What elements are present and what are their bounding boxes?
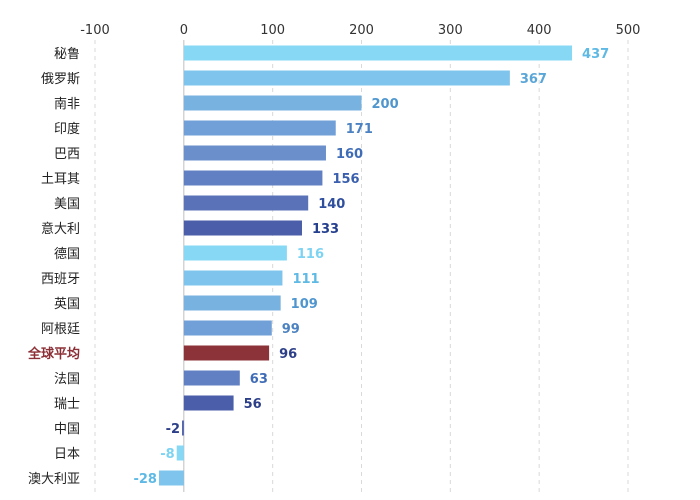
category-label: 全球平均	[27, 346, 80, 362]
category-label: 南非	[54, 96, 80, 112]
bar	[183, 220, 302, 236]
x-tick-label: 100	[260, 23, 285, 38]
value-label: -8	[160, 447, 174, 462]
category-label: 秘鲁	[54, 47, 80, 62]
x-tick-label: 0	[180, 23, 188, 38]
bar	[183, 195, 309, 211]
category-label: 德国	[54, 247, 80, 262]
x-tick-label: 500	[616, 23, 641, 38]
category-labels: 秘鲁俄罗斯南非印度巴西土耳其美国意大利德国西班牙英国阿根廷全球平均法国瑞士中国日…	[27, 47, 80, 487]
bar	[176, 445, 184, 461]
value-label: 63	[250, 372, 268, 387]
category-label: 中国	[54, 422, 80, 437]
bar	[183, 345, 270, 361]
gridlines	[94, 40, 629, 492]
bar	[183, 145, 326, 161]
value-label: 367	[520, 72, 547, 87]
category-label: 澳大利亚	[28, 471, 80, 487]
bar	[183, 295, 281, 311]
bar	[183, 70, 510, 86]
value-label: -28	[133, 472, 157, 487]
bar	[183, 45, 573, 61]
x-axis-ticks: -100 0 100 200 300 400 500	[80, 23, 640, 38]
bar	[158, 470, 184, 486]
bar	[183, 95, 362, 111]
value-label: 99	[282, 322, 300, 337]
bar	[182, 420, 184, 436]
category-label: 西班牙	[41, 272, 80, 287]
value-label: 56	[244, 397, 262, 412]
x-tick-label: 300	[438, 23, 463, 38]
bar	[183, 270, 283, 286]
category-label: 意大利	[41, 221, 80, 237]
category-label: 印度	[54, 121, 80, 137]
bar	[183, 370, 240, 386]
value-labels: 437 367 200 171 160 156 140 133 116 111 109 99 96 63 5…	[133, 47, 609, 487]
category-label: 日本	[54, 447, 80, 462]
value-label: 116	[297, 247, 324, 262]
value-label: 437	[582, 47, 609, 62]
value-label: 156	[332, 172, 359, 187]
value-label: 140	[318, 197, 345, 212]
value-label: 96	[279, 347, 297, 362]
category-label: 美国	[54, 197, 80, 212]
bar	[183, 245, 287, 261]
bars	[158, 45, 573, 486]
category-label: 巴西	[54, 147, 80, 162]
value-label: 171	[346, 122, 373, 137]
value-label: 133	[312, 222, 339, 237]
bar	[183, 395, 234, 411]
x-tick-label: 200	[349, 23, 374, 38]
category-label: 法国	[54, 372, 80, 387]
category-label: 阿根廷	[41, 322, 80, 337]
category-label: 英国	[54, 297, 80, 312]
value-label: -2	[166, 422, 180, 437]
value-label: 200	[372, 97, 399, 112]
bar	[183, 170, 323, 186]
bar	[183, 320, 272, 336]
bar	[183, 120, 336, 136]
value-label: 109	[291, 297, 318, 312]
x-tick-label: 400	[527, 23, 552, 38]
category-label: 俄罗斯	[41, 72, 80, 87]
value-label: 111	[292, 272, 319, 287]
x-tick-label: -100	[80, 23, 110, 38]
value-label: 160	[336, 147, 363, 162]
category-label: 瑞士	[54, 397, 80, 412]
category-label: 土耳其	[41, 172, 80, 187]
